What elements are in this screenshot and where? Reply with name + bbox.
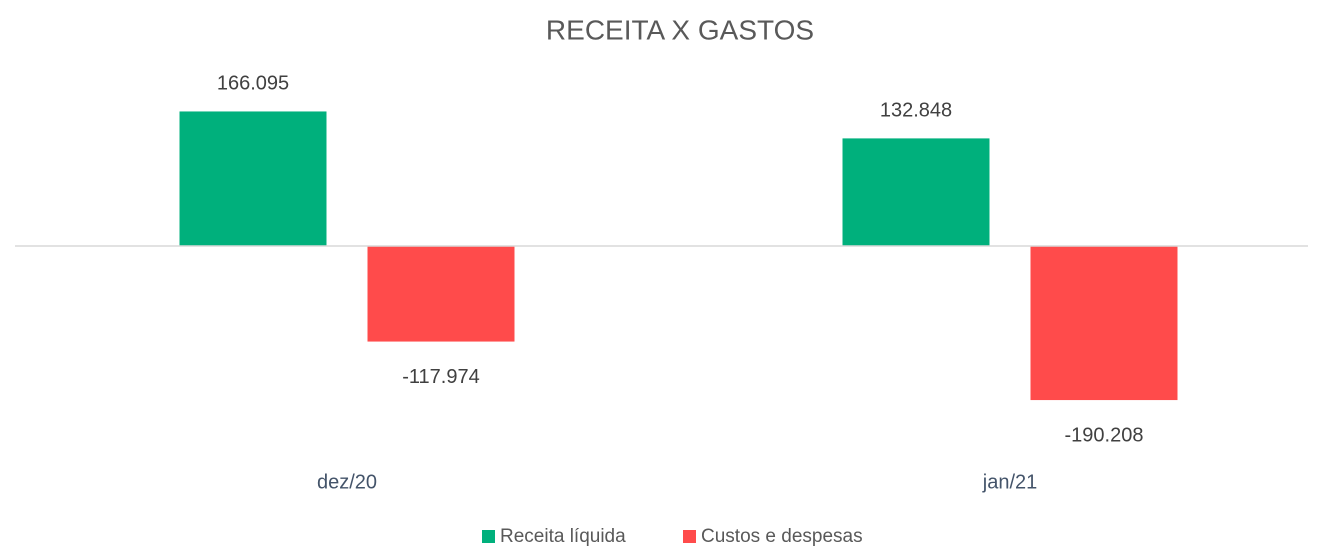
bar bbox=[842, 138, 990, 246]
legend-swatch bbox=[482, 530, 495, 543]
data-label: 132.848 bbox=[880, 100, 952, 122]
bar bbox=[367, 246, 515, 342]
data-label: 166.095 bbox=[217, 73, 289, 95]
x-tick-label: jan/21 bbox=[982, 471, 1038, 493]
x-tick-label: dez/20 bbox=[317, 471, 377, 493]
bar bbox=[179, 111, 327, 247]
data-label: -190.208 bbox=[1065, 424, 1144, 446]
legend-label: Custos e despesas bbox=[701, 526, 863, 547]
legend-swatch bbox=[683, 530, 696, 543]
chart-title: RECEITA X GASTOS bbox=[546, 14, 814, 45]
data-label: -117.974 bbox=[402, 366, 479, 388]
bar bbox=[1030, 246, 1178, 401]
legend-label: Receita líquida bbox=[500, 526, 626, 547]
